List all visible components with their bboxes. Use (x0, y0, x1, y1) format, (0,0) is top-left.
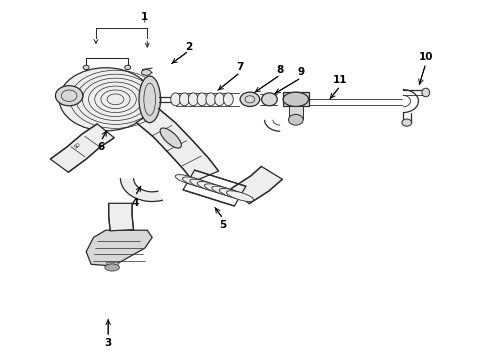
Text: 9: 9 (297, 67, 305, 77)
Ellipse shape (59, 68, 152, 131)
Polygon shape (136, 108, 219, 182)
Text: 4: 4 (131, 198, 139, 208)
Ellipse shape (402, 119, 412, 126)
Ellipse shape (289, 114, 303, 125)
Ellipse shape (283, 92, 309, 107)
Ellipse shape (188, 93, 198, 106)
Polygon shape (50, 124, 114, 172)
Polygon shape (283, 92, 309, 107)
Polygon shape (106, 262, 118, 266)
Ellipse shape (422, 88, 430, 97)
Ellipse shape (262, 93, 277, 106)
Text: 8: 8 (276, 64, 284, 75)
Polygon shape (121, 178, 163, 202)
Text: 7: 7 (237, 62, 244, 72)
Ellipse shape (171, 93, 180, 106)
Ellipse shape (139, 76, 160, 123)
Ellipse shape (240, 92, 260, 107)
Ellipse shape (83, 65, 89, 69)
Ellipse shape (175, 175, 202, 185)
Polygon shape (289, 107, 303, 119)
Ellipse shape (219, 189, 246, 199)
Polygon shape (109, 203, 134, 231)
Ellipse shape (179, 93, 189, 106)
Text: 6: 6 (97, 142, 104, 152)
Ellipse shape (105, 264, 120, 271)
Text: 5: 5 (220, 220, 227, 230)
Text: 10: 10 (418, 52, 433, 62)
Text: 2: 2 (185, 42, 193, 52)
Ellipse shape (125, 65, 131, 69)
Ellipse shape (197, 93, 207, 106)
Ellipse shape (204, 184, 232, 195)
Ellipse shape (142, 69, 151, 75)
Ellipse shape (226, 191, 254, 202)
Ellipse shape (215, 93, 224, 106)
Ellipse shape (190, 179, 217, 190)
Polygon shape (231, 166, 282, 204)
Polygon shape (69, 90, 83, 102)
Text: 11: 11 (333, 75, 347, 85)
Text: 3: 3 (104, 338, 112, 348)
Ellipse shape (197, 181, 224, 192)
Text: 1: 1 (141, 12, 148, 22)
Ellipse shape (160, 128, 181, 148)
Ellipse shape (212, 186, 239, 197)
Polygon shape (86, 230, 152, 266)
Ellipse shape (206, 93, 216, 106)
Ellipse shape (183, 177, 210, 188)
Text: SD: SD (74, 142, 82, 150)
Ellipse shape (55, 86, 83, 106)
Ellipse shape (223, 93, 233, 106)
